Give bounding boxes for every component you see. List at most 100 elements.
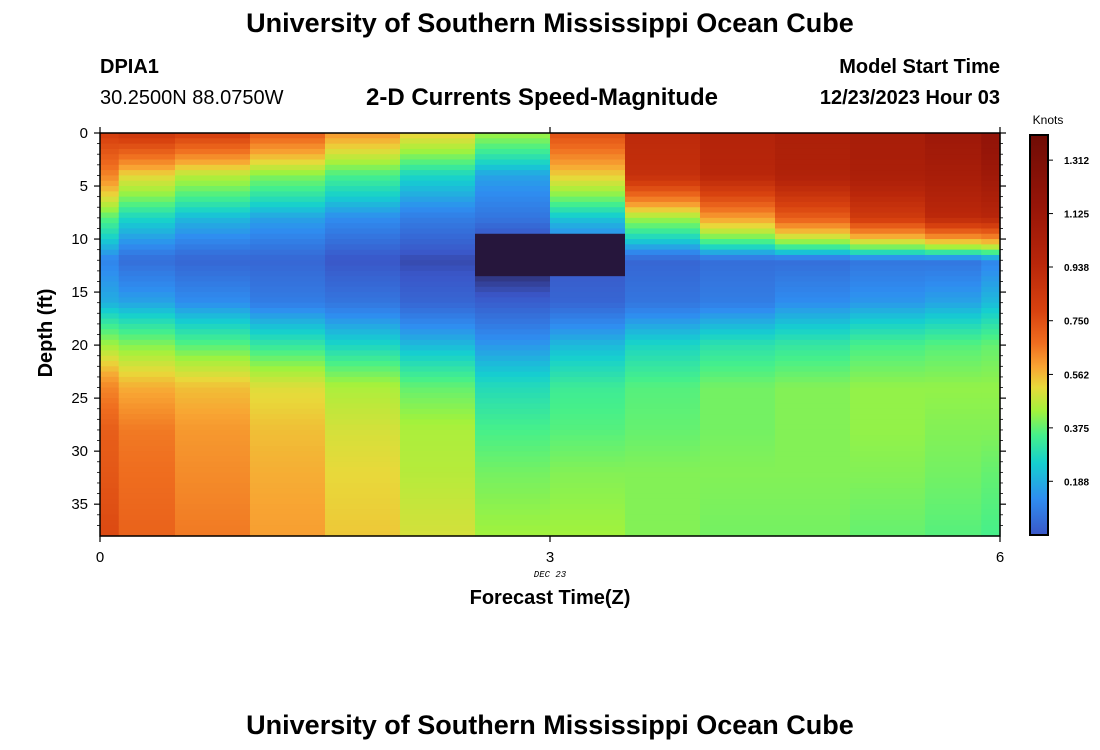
heatmap-cell	[175, 307, 251, 314]
heatmap-cell	[775, 233, 851, 240]
heatmap-cell	[850, 175, 926, 182]
heatmap-cell	[981, 504, 1001, 511]
heatmap-cell	[475, 514, 551, 521]
heatmap-cell	[175, 504, 251, 511]
heatmap-cell	[475, 143, 551, 150]
heatmap-cell	[625, 376, 701, 383]
colorbar-tick-label: 0.938	[1064, 263, 1089, 274]
heatmap-cell	[981, 281, 1001, 288]
heatmap-cell	[775, 249, 851, 256]
heatmap-cell	[850, 318, 926, 325]
heatmap-cell	[118, 276, 176, 283]
y-tick-label: 25	[71, 390, 88, 407]
heatmap-cell	[100, 403, 120, 410]
heatmap-cell	[981, 408, 1001, 415]
heatmap-cell	[100, 201, 120, 208]
heatmap-cell	[475, 329, 551, 336]
heatmap-cell	[850, 361, 926, 367]
heatmap-cell	[981, 493, 1001, 500]
heatmap-cell	[325, 186, 401, 192]
heatmap-cell	[981, 292, 1001, 298]
heatmap-cell	[325, 170, 401, 177]
heatmap-cell	[400, 133, 476, 139]
heatmap-cell	[775, 398, 851, 405]
heatmap-cell	[250, 276, 326, 283]
heatmap-cell	[625, 345, 701, 352]
heatmap-cell	[400, 435, 476, 442]
heatmap-cell	[925, 366, 982, 373]
heatmap-cell	[118, 286, 176, 293]
axes: 0 5 10 15 20 25 30 35 0 3 6	[71, 125, 1006, 566]
heatmap-cells	[100, 133, 1001, 537]
heatmap-cell	[175, 488, 251, 495]
heatmap-cell	[550, 175, 626, 182]
heatmap-cell	[250, 339, 326, 346]
heatmap-cell	[475, 148, 551, 155]
heatmap-cell	[250, 223, 326, 230]
heatmap-cell	[400, 461, 476, 468]
heatmap-cell	[118, 530, 176, 537]
heatmap-cell	[850, 456, 926, 463]
heatmap-cell	[550, 302, 626, 309]
heatmap-cell	[700, 376, 776, 383]
heatmap-cell	[775, 239, 851, 245]
heatmap-cell	[850, 186, 926, 192]
heatmap-cell	[775, 133, 851, 139]
heatmap-cell	[625, 504, 701, 511]
heatmap-cell	[175, 154, 251, 161]
heatmap-cell	[175, 276, 251, 283]
heatmap-cell	[325, 307, 401, 314]
heatmap-cell	[400, 164, 476, 171]
heatmap-cell	[625, 138, 701, 145]
heatmap-cell	[175, 212, 251, 219]
heatmap-cell	[700, 382, 776, 389]
heatmap-cell	[100, 398, 120, 405]
heatmap-cell	[981, 520, 1001, 526]
heatmap-cell	[550, 244, 626, 251]
heatmap-cell	[625, 307, 701, 314]
heatmap-cell	[475, 403, 551, 410]
heatmap-cell	[325, 493, 401, 500]
heatmap-cell	[925, 164, 982, 171]
heatmap-cell	[850, 371, 926, 378]
heatmap-cell	[550, 461, 626, 468]
heatmap-cell	[400, 445, 476, 452]
heatmap-cell	[550, 509, 626, 516]
heatmap-cell	[625, 488, 701, 495]
heatmap-cell	[700, 297, 776, 304]
heatmap-cell	[118, 313, 176, 320]
heatmap-cell	[925, 398, 982, 405]
colorbar-tick-label: 0.375	[1064, 424, 1089, 435]
heatmap-cell	[550, 265, 626, 272]
heatmap-cell	[400, 419, 476, 426]
heatmap-cell	[700, 371, 776, 378]
heatmap-cell	[325, 159, 401, 166]
heatmap-cell	[118, 196, 176, 203]
heatmap-cell	[250, 350, 326, 357]
heatmap-cell	[325, 228, 401, 235]
heatmap-cell	[250, 355, 326, 362]
heatmap-cell	[625, 281, 701, 288]
heatmap-cell	[325, 472, 401, 479]
heatmap-cell	[550, 440, 626, 447]
heatmap-cell	[325, 509, 401, 516]
heatmap-cell	[775, 509, 851, 516]
heatmap-cell	[250, 164, 326, 171]
heatmap-cell	[700, 456, 776, 463]
heatmap-cell	[100, 212, 120, 219]
heatmap-cell	[700, 398, 776, 405]
heatmap-cell	[850, 467, 926, 473]
heatmap-cell	[550, 498, 626, 505]
heatmap-cell	[700, 361, 776, 367]
heatmap-cell	[775, 498, 851, 505]
heatmap-cell	[550, 339, 626, 346]
heatmap-cell	[175, 403, 251, 410]
heatmap-cell	[625, 228, 701, 235]
heatmap-cell	[475, 133, 551, 139]
heatmap-cell	[475, 509, 551, 516]
heatmap-cell	[550, 286, 626, 293]
heatmap-cell	[118, 143, 176, 150]
heatmap-cell	[981, 334, 1001, 341]
heatmap-cell	[250, 514, 326, 521]
heatmap-cell	[625, 265, 701, 272]
